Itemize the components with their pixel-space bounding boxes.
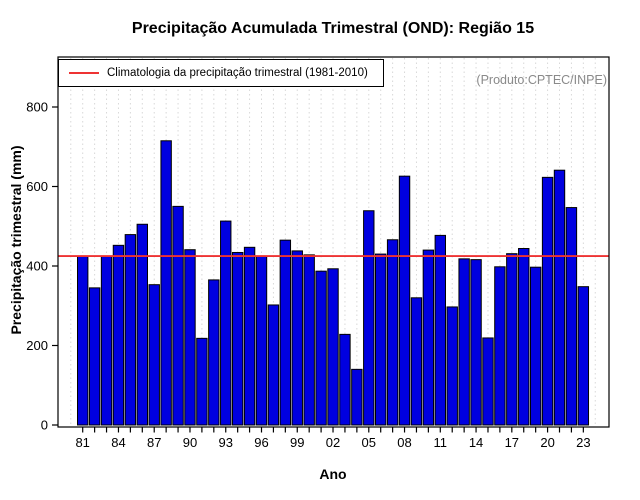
bar-1987 [148, 284, 160, 426]
x-tick-label: 08 [397, 435, 411, 450]
y-axis-label: Precipitação trimestral (mm) [8, 145, 24, 335]
bar-1986 [136, 223, 149, 426]
bar-2022 [565, 207, 578, 426]
bar-1996 [255, 255, 268, 426]
bar-1993 [220, 220, 232, 426]
bar-2018 [518, 248, 530, 426]
bar-2020 [541, 176, 554, 426]
bar-1999 [291, 250, 303, 426]
chart-title: Precipitação Acumulada Trimestral (OND):… [131, 20, 535, 37]
x-tick-label: 20 [540, 435, 554, 450]
bar-2000 [303, 254, 315, 426]
bar-1983 [100, 255, 113, 426]
x-tick-label: 93 [219, 435, 233, 450]
x-tick-label: 96 [254, 435, 268, 450]
bar-2004 [351, 368, 363, 426]
x-tick-label: 99 [290, 435, 304, 450]
x-tick-label: 17 [505, 435, 519, 450]
y-tick-label: 600 [26, 179, 48, 194]
x-tick-label: 81 [75, 435, 89, 450]
bar-2008 [398, 175, 411, 426]
x-tick-label: 84 [111, 435, 125, 450]
bar-2002 [327, 268, 339, 426]
y-tick-label: 200 [26, 338, 48, 353]
y-tick-label: 400 [26, 259, 48, 274]
bar-2009 [410, 297, 423, 426]
bar-2019 [529, 266, 542, 426]
bar-1982 [88, 287, 101, 426]
bar-1985 [124, 234, 137, 426]
bar-2007 [386, 239, 399, 426]
x-tick-label: 87 [147, 435, 161, 450]
bar-2001 [315, 270, 327, 426]
bar-1992 [208, 279, 220, 426]
bar-2023 [577, 286, 590, 426]
bar-2011 [434, 234, 447, 426]
bar-2021 [553, 169, 566, 426]
x-tick-label: 14 [469, 435, 483, 450]
bar-2013 [458, 258, 470, 426]
bar-2003 [339, 333, 351, 426]
bar-1998 [279, 239, 292, 426]
x-tick-label: 02 [326, 435, 340, 450]
x-axis-label: Ano [319, 466, 347, 482]
bar-1990 [184, 249, 196, 426]
x-tick-label: 23 [576, 435, 590, 450]
legend-box: Climatologia da precipitação trimestral … [58, 59, 384, 87]
x-tick-label: 90 [183, 435, 197, 450]
bar-1994 [231, 251, 244, 426]
y-tick-label: 0 [41, 418, 48, 433]
y-tick-label: 800 [26, 100, 48, 115]
x-tick-label: 11 [434, 435, 448, 450]
legend-label: Climatologia da precipitação trimestral … [107, 67, 368, 79]
bar-2017 [506, 253, 518, 426]
bar-1981 [77, 255, 89, 426]
producer-credit: (Produto:CPTEC/INPE) [476, 73, 607, 87]
bar-1988 [160, 140, 172, 426]
bar-2006 [375, 253, 387, 426]
bar-1995 [243, 246, 256, 426]
bar-2010 [422, 249, 435, 426]
x-tick-label: 05 [362, 435, 376, 450]
bar-1991 [196, 337, 208, 426]
bar-1989 [172, 205, 184, 426]
bar-1984 [112, 244, 125, 426]
bar-2014 [470, 259, 482, 426]
bar-2005 [363, 210, 375, 426]
bar-2012 [446, 306, 458, 426]
climatology-line-swatch [69, 72, 99, 74]
bar-2015 [482, 337, 494, 426]
bar-2016 [494, 266, 506, 426]
bar-1997 [267, 304, 280, 426]
